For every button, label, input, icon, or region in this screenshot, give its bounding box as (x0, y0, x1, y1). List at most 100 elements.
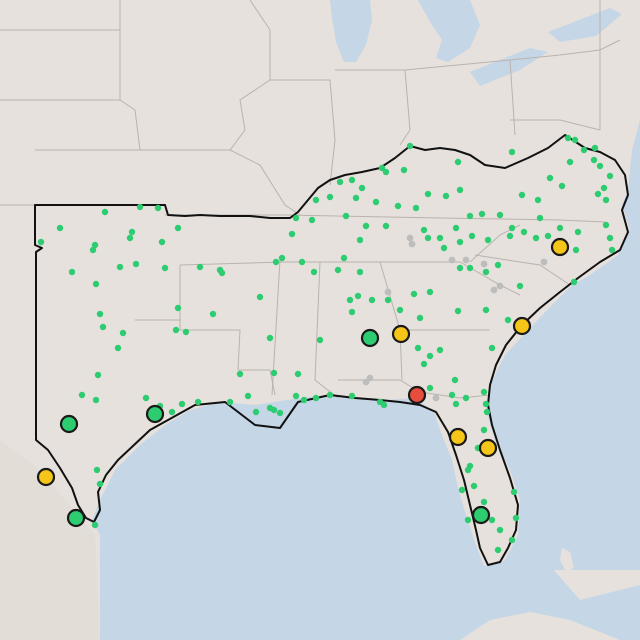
small-point-green[interactable] (356, 236, 364, 244)
small-point-green[interactable] (470, 482, 478, 490)
small-point-green[interactable] (596, 162, 604, 170)
small-point-gray[interactable] (448, 256, 456, 264)
status-marker-red[interactable] (407, 385, 427, 405)
small-point-green[interactable] (182, 328, 190, 336)
status-marker-green[interactable] (59, 414, 79, 434)
small-point-green[interactable] (99, 323, 107, 331)
status-marker-green[interactable] (471, 505, 491, 525)
status-marker-green[interactable] (360, 328, 380, 348)
status-marker-yellow[interactable] (36, 467, 56, 487)
small-point-green[interactable] (410, 290, 418, 298)
small-point-green[interactable] (91, 521, 99, 529)
small-point-green[interactable] (566, 158, 574, 166)
small-point-green[interactable] (482, 268, 490, 276)
small-point-green[interactable] (606, 172, 614, 180)
small-point-green[interactable] (534, 196, 542, 204)
small-point-green[interactable] (451, 376, 459, 384)
small-point-green[interactable] (424, 190, 432, 198)
small-point-green[interactable] (480, 388, 488, 396)
small-point-gray[interactable] (406, 234, 414, 242)
small-point-green[interactable] (310, 268, 318, 276)
small-point-green[interactable] (288, 230, 296, 238)
small-point-green[interactable] (574, 228, 582, 236)
small-point-green[interactable] (464, 516, 472, 524)
small-point-green[interactable] (606, 234, 614, 242)
small-point-green[interactable] (358, 184, 366, 192)
small-point-green[interactable] (532, 234, 540, 242)
small-point-green[interactable] (362, 222, 370, 230)
small-point-green[interactable] (78, 391, 86, 399)
small-point-green[interactable] (420, 360, 428, 368)
small-point-green[interactable] (466, 264, 474, 272)
small-point-green[interactable] (591, 144, 599, 152)
small-point-green[interactable] (174, 224, 182, 232)
small-point-green[interactable] (334, 266, 342, 274)
small-point-green[interactable] (488, 344, 496, 352)
small-point-green[interactable] (154, 204, 162, 212)
small-point-green[interactable] (136, 203, 144, 211)
small-point-green[interactable] (456, 238, 464, 246)
small-point-green[interactable] (483, 408, 491, 416)
small-point-green[interactable] (442, 192, 450, 200)
small-point-green[interactable] (196, 263, 204, 271)
small-point-green[interactable] (478, 210, 486, 218)
small-point-gray[interactable] (480, 260, 488, 268)
small-point-gray[interactable] (408, 240, 416, 248)
small-point-green[interactable] (132, 260, 140, 268)
small-point-green[interactable] (512, 514, 520, 522)
small-point-green[interactable] (101, 208, 109, 216)
small-point-green[interactable] (571, 136, 579, 144)
small-point-green[interactable] (336, 178, 344, 186)
small-point-green[interactable] (194, 398, 202, 406)
small-point-green[interactable] (544, 232, 552, 240)
small-point-green[interactable] (126, 234, 134, 242)
small-point-green[interactable] (244, 392, 252, 400)
small-point-green[interactable] (482, 306, 490, 314)
small-point-green[interactable] (116, 263, 124, 271)
small-point-green[interactable] (546, 174, 554, 182)
status-marker-yellow[interactable] (478, 438, 498, 458)
small-point-green[interactable] (158, 238, 166, 246)
small-point-green[interactable] (91, 241, 99, 249)
small-point-green[interactable] (96, 310, 104, 318)
small-point-green[interactable] (416, 314, 424, 322)
small-point-green[interactable] (414, 344, 422, 352)
status-marker-green[interactable] (145, 404, 165, 424)
small-point-green[interactable] (468, 232, 476, 240)
small-point-green[interactable] (516, 282, 524, 290)
status-marker-green[interactable] (66, 508, 86, 528)
small-point-green[interactable] (340, 254, 348, 262)
small-point-green[interactable] (396, 306, 404, 314)
small-point-green[interactable] (292, 392, 300, 400)
small-point-green[interactable] (168, 408, 176, 416)
small-point-green[interactable] (174, 304, 182, 312)
small-point-green[interactable] (454, 158, 462, 166)
small-point-green[interactable] (226, 398, 234, 406)
small-point-green[interactable] (436, 234, 444, 242)
small-point-green[interactable] (252, 408, 260, 416)
small-point-green[interactable] (142, 394, 150, 402)
small-point-green[interactable] (68, 268, 76, 276)
small-point-green[interactable] (346, 296, 354, 304)
small-point-green[interactable] (326, 391, 334, 399)
small-point-green[interactable] (94, 371, 102, 379)
small-point-green[interactable] (218, 269, 226, 277)
small-point-green[interactable] (426, 352, 434, 360)
small-point-green[interactable] (236, 370, 244, 378)
small-point-green[interactable] (594, 190, 602, 198)
small-point-green[interactable] (372, 198, 380, 206)
small-point-green[interactable] (272, 258, 280, 266)
small-point-green[interactable] (37, 238, 45, 246)
small-point-green[interactable] (119, 329, 127, 337)
small-point-green[interactable] (426, 384, 434, 392)
small-point-gray[interactable] (462, 256, 470, 264)
small-point-green[interactable] (420, 226, 428, 234)
small-point-green[interactable] (484, 236, 492, 244)
small-point-green[interactable] (458, 486, 466, 494)
small-point-green[interactable] (348, 176, 356, 184)
small-point-green[interactable] (406, 142, 414, 150)
small-point-green[interactable] (270, 369, 278, 377)
small-point-green[interactable] (161, 264, 169, 272)
status-marker-yellow[interactable] (448, 427, 468, 447)
